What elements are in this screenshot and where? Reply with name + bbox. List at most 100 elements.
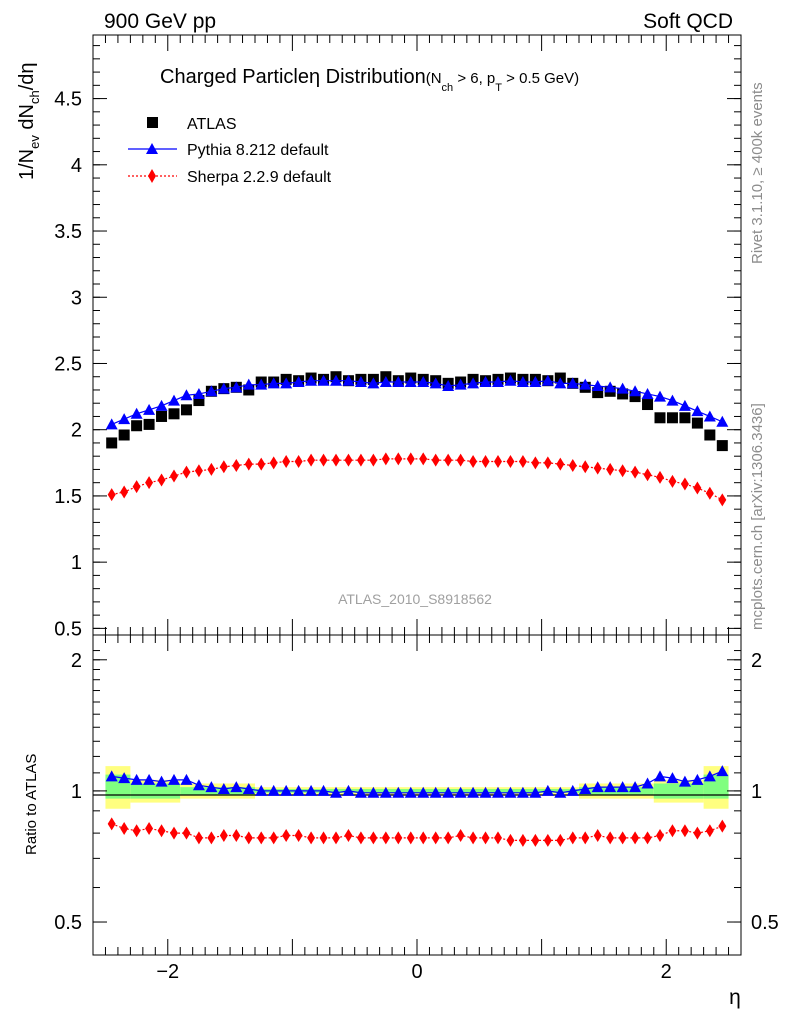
header-energy-label: 900 GeV pp xyxy=(104,10,216,33)
data-point-sherpa xyxy=(668,474,677,488)
data-point-pythia xyxy=(392,376,405,388)
data-point-sherpa xyxy=(381,452,390,466)
ratio-point-sherpa xyxy=(606,831,615,845)
ratio-point-sherpa xyxy=(593,828,602,842)
ratio-point-sherpa xyxy=(444,831,453,845)
data-point-pythia xyxy=(242,378,255,390)
data-point-pythia xyxy=(529,376,542,388)
data-point-atlas xyxy=(716,440,728,452)
ratio-point-sherpa xyxy=(257,831,266,845)
ratio-point-pythia xyxy=(180,773,193,785)
data-point-sherpa xyxy=(456,453,465,467)
series-line-sherpa xyxy=(111,458,723,501)
data-point-sherpa xyxy=(194,464,203,478)
ratio-point-sherpa xyxy=(718,819,727,833)
title-sub-t: T xyxy=(495,82,502,94)
data-point-pythia xyxy=(130,407,143,419)
data-point-sherpa xyxy=(232,458,241,472)
ratio-point-sherpa xyxy=(506,833,515,847)
data-point-sherpa xyxy=(132,480,141,494)
data-point-pythia xyxy=(591,379,604,391)
ratio-point-pythia xyxy=(479,786,492,798)
legend-label-atlas: ATLAS xyxy=(187,116,237,133)
ratio-point-pythia xyxy=(292,784,305,796)
ratio-point-pythia xyxy=(404,786,417,798)
data-point-sherpa xyxy=(631,465,640,479)
legend-label-sherpa: Sherpa 2.2.9 default xyxy=(187,169,332,186)
data-point-sherpa xyxy=(469,454,478,468)
data-point-atlas xyxy=(704,429,716,441)
main-data-series xyxy=(105,371,729,507)
data-point-sherpa xyxy=(431,453,440,467)
main-y-tick-label: 0.5 xyxy=(54,618,82,640)
data-point-sherpa xyxy=(182,465,191,479)
ratio-point-sherpa xyxy=(145,821,154,835)
ylabel-part-dn: dN xyxy=(16,104,38,135)
legend-marker-triangle xyxy=(146,143,158,154)
ratio-point-pythia xyxy=(566,784,579,796)
ratio-point-sherpa xyxy=(232,828,241,842)
ratio-point-pythia xyxy=(230,781,243,793)
data-point-pythia xyxy=(454,378,467,390)
ratio-point-sherpa xyxy=(120,821,129,835)
ratio-point-pythia xyxy=(155,775,168,787)
plot-title-rest: Distribution xyxy=(320,66,426,88)
data-point-atlas xyxy=(143,418,155,430)
ratio-point-sherpa xyxy=(431,831,440,845)
data-point-sherpa xyxy=(356,453,365,467)
ratio-point-sherpa xyxy=(456,828,465,842)
data-point-sherpa xyxy=(219,460,228,474)
data-point-pythia xyxy=(292,376,305,388)
ratio-point-sherpa xyxy=(394,831,403,845)
data-point-pythia xyxy=(217,382,230,394)
data-point-sherpa xyxy=(643,468,652,482)
ratio-point-sherpa xyxy=(132,824,141,838)
ratio-point-pythia xyxy=(217,783,230,795)
ratio-point-sherpa xyxy=(556,833,565,847)
ratio-point-sherpa xyxy=(581,831,590,845)
ratio-point-sherpa xyxy=(207,831,216,845)
ratio-y-tick-label-right: 0.5 xyxy=(751,912,779,934)
data-point-sherpa xyxy=(145,476,154,490)
data-point-pythia xyxy=(255,378,268,390)
data-point-pythia xyxy=(192,387,205,399)
ratio-band-green xyxy=(130,783,181,799)
data-point-sherpa xyxy=(282,454,291,468)
ratio-band-green xyxy=(255,789,579,793)
ratio-point-pythia xyxy=(105,770,118,782)
data-point-pythia xyxy=(516,376,529,388)
ylabel-part-ev: ev xyxy=(27,135,42,149)
ratio-point-pythia xyxy=(143,773,156,785)
ratio-band-green xyxy=(653,783,704,799)
data-point-sherpa xyxy=(693,481,702,495)
ratio-point-sherpa xyxy=(668,824,677,838)
ratio-y-tick-label: 0.5 xyxy=(54,912,82,934)
watermark-label: ATLAS_2010_S8918562 xyxy=(338,591,492,607)
ratio-point-pythia xyxy=(417,786,430,798)
ratio-point-sherpa xyxy=(157,824,166,838)
rivet-version-label: Rivet 3.1.10, ≥ 400k events xyxy=(749,82,766,264)
ratio-point-pythia xyxy=(541,784,554,796)
data-point-pythia xyxy=(504,374,517,386)
data-point-pythia xyxy=(467,377,480,389)
ratio-point-sherpa xyxy=(182,826,191,840)
data-point-pythia xyxy=(691,405,704,417)
title-sub-n: (N xyxy=(426,70,442,87)
data-point-atlas xyxy=(180,404,192,416)
data-point-pythia xyxy=(678,399,691,411)
ratio-point-pythia xyxy=(467,786,480,798)
ratio-point-sherpa xyxy=(406,831,415,845)
data-point-sherpa xyxy=(593,461,602,475)
ratio-point-pythia xyxy=(118,772,131,784)
data-point-sherpa xyxy=(543,456,552,470)
ratio-y-axis-label: Ratio to ATLAS xyxy=(23,754,40,855)
ratio-point-sherpa xyxy=(469,831,478,845)
data-point-atlas xyxy=(691,417,703,429)
plot-title-eta: η xyxy=(309,66,320,88)
ratio-point-pythia xyxy=(703,770,716,782)
ratio-line-sherpa xyxy=(111,823,723,841)
ylabel-part-ch: ch xyxy=(27,90,42,104)
main-y-tick-label: 4.5 xyxy=(54,89,82,111)
ratio-band-green xyxy=(180,787,255,795)
data-point-pythia xyxy=(479,376,492,388)
